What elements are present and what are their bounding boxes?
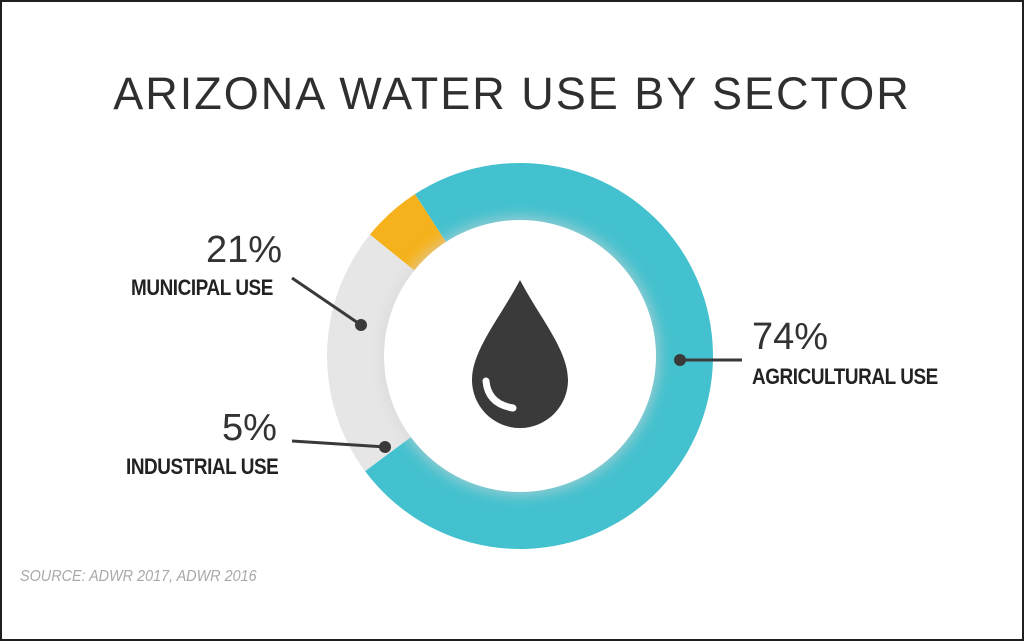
chart-title: ARIZONA WATER USE BY SECTOR: [113, 68, 911, 119]
leader-line-municipal: [291, 276, 367, 331]
data-label-municipal: MUNICIPAL USE: [131, 275, 273, 300]
data-label-agricultural: AGRICULTURAL USE: [752, 364, 938, 389]
data-label-municipal-pct: 21%: [206, 229, 283, 271]
data-label-industrial: INDUSTRIAL USE: [126, 454, 279, 479]
water-drop-icon: [472, 280, 568, 428]
data-label-industrial-pct: 5%: [222, 407, 277, 449]
leader-line-agricultural: [674, 354, 742, 366]
data-label-agricultural-pct: 74%: [752, 316, 829, 358]
leader-line-industrial: [291, 439, 391, 453]
source-note: SOURCE: ADWR 2017, ADWR 2016: [20, 568, 257, 585]
